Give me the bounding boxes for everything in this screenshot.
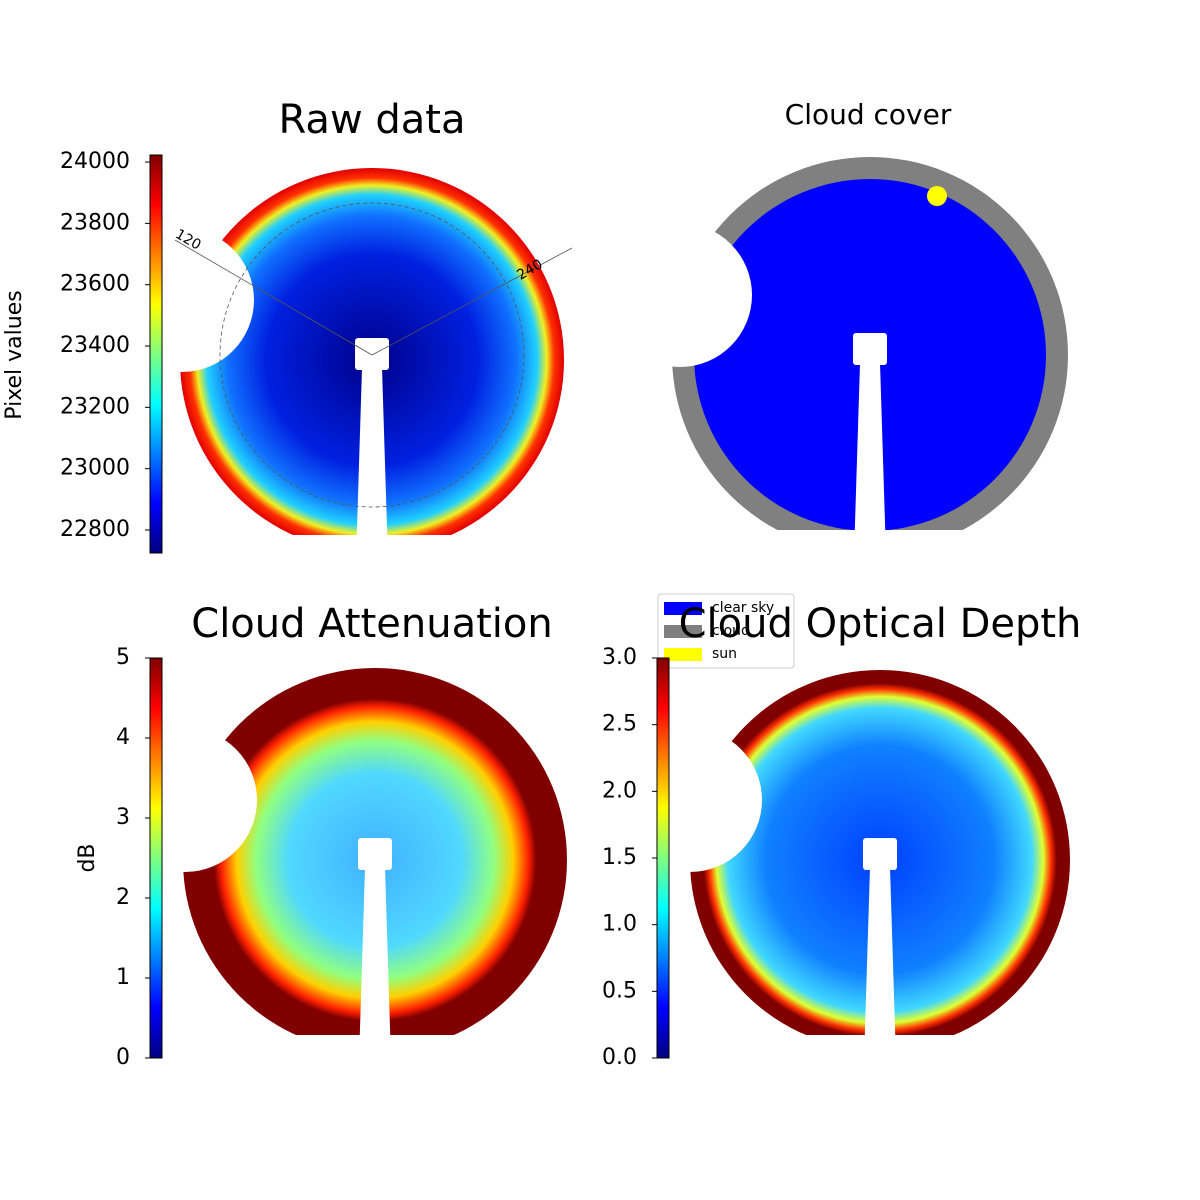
colorbar-tick-label: 3: [116, 805, 130, 830]
polar-grid: [174, 202, 573, 508]
colorbar-tick-label: 23600: [60, 272, 130, 297]
colorbar: [149, 154, 163, 554]
colorbar-tick-label: 0.0: [602, 1045, 637, 1070]
colorbar-tick-label: 1: [116, 965, 130, 990]
panel-title: Cloud Attenuation: [191, 601, 552, 647]
legend-swatch: [664, 625, 702, 638]
mask-pole-head: [863, 838, 897, 870]
colorbar: [656, 657, 670, 1059]
legend-entry: cloud: [712, 623, 750, 639]
colorbar-tick-label: 23000: [60, 456, 130, 481]
mask-pole-head: [853, 333, 887, 365]
mask-pole-head: [358, 838, 392, 870]
colorbar-tick-label: 23200: [60, 394, 130, 419]
legend-entry: clear sky: [712, 600, 774, 616]
mask-notch: [113, 728, 257, 872]
colorbar-tick-label: 4: [116, 725, 130, 750]
mask-pole: [356, 368, 388, 560]
colorbar-tick-label: 5: [116, 645, 130, 670]
mask-pole: [359, 868, 391, 1060]
mask-pole-head: [355, 338, 389, 370]
colorbar-tick-label: 2.5: [602, 712, 637, 737]
panel-title: Cloud cover: [785, 98, 952, 131]
panel-title: Raw data: [279, 97, 466, 143]
colorbar-tick-label: 23400: [60, 333, 130, 358]
sun: [927, 186, 947, 206]
colorbar-tick-label: 1.0: [602, 912, 637, 937]
mask-notch: [618, 728, 762, 872]
legend-swatch: [664, 602, 702, 615]
colorbar-label: dB: [75, 843, 100, 872]
colorbar-tick-label: 1.5: [602, 845, 637, 870]
colorbar-tick-label: 22800: [60, 517, 130, 542]
colorbar-tick-label: 0: [116, 1045, 130, 1070]
mask-notch: [110, 228, 254, 372]
mask-pole: [854, 363, 886, 555]
colorbar-tick-label: 2: [116, 885, 130, 910]
colorbar-tick-label: 23800: [60, 210, 130, 235]
colorbar: [149, 657, 163, 1059]
colorbar-tick-label: 24000: [60, 149, 130, 174]
colorbar-label: Pixel values: [2, 290, 27, 419]
panel-title: Cloud Optical Depth: [679, 601, 1082, 647]
mask-pole: [864, 868, 896, 1060]
colorbar-tick-label: 0.5: [602, 978, 637, 1003]
mask-notch: [608, 223, 752, 367]
legend-entry: sun: [712, 646, 737, 662]
legend-swatch: [664, 648, 702, 661]
colorbar-tick-label: 2.0: [602, 778, 637, 803]
colorbar-tick-label: 3.0: [602, 645, 637, 670]
sky-images: [110, 157, 1080, 1075]
